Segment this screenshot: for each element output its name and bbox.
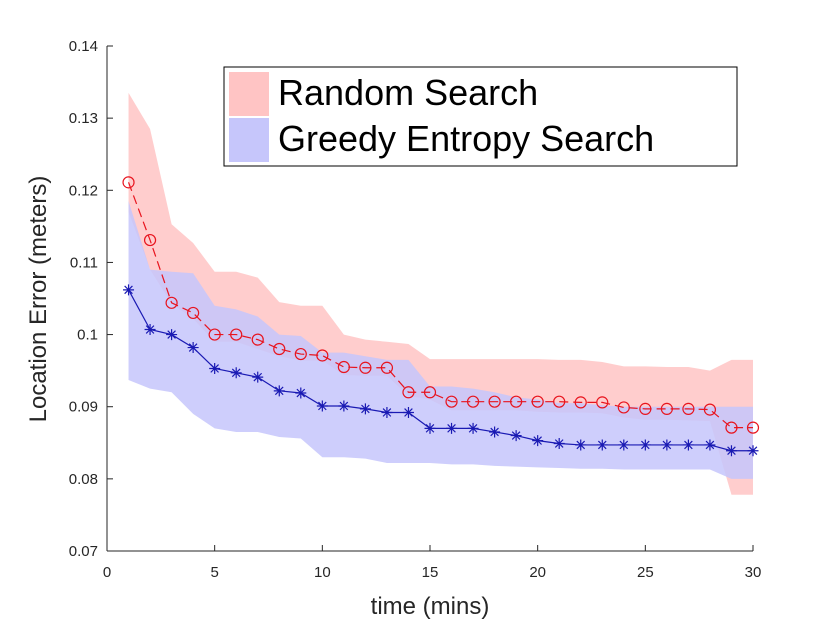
marker-greedy-entropy-search <box>273 385 285 397</box>
legend-swatch-random-search <box>229 72 269 116</box>
marker-greedy-entropy-search <box>575 439 587 451</box>
series-markers <box>122 176 760 457</box>
legend: Random Search Greedy Entropy Search <box>223 66 738 167</box>
marker-random-search <box>553 395 566 408</box>
marker-random-search <box>208 328 221 341</box>
y-tick-label: 0.13 <box>69 110 98 127</box>
marker-greedy-entropy-search <box>144 324 156 336</box>
y-axis-label: Location Error (meters) <box>25 176 52 423</box>
x-tick-label: 5 <box>210 564 218 581</box>
marker-random-search <box>596 396 609 409</box>
marker-random-search <box>165 296 178 309</box>
legend-label-random-search: Random Search <box>278 72 538 113</box>
marker-random-search <box>359 361 372 374</box>
marker-greedy-entropy-search <box>553 438 565 450</box>
x-tick-label: 10 <box>314 564 331 581</box>
marker-greedy-entropy-search <box>532 435 544 447</box>
marker-random-search <box>682 402 695 415</box>
marker-greedy-entropy-search <box>166 329 178 341</box>
y-tick-label: 0.09 <box>69 399 98 416</box>
marker-greedy-entropy-search <box>725 445 737 457</box>
legend-label-greedy-entropy-search: Greedy Entropy Search <box>278 118 654 159</box>
marker-greedy-entropy-search <box>682 439 694 451</box>
marker-random-search <box>703 403 717 416</box>
marker-random-search <box>423 386 437 399</box>
marker-random-search <box>660 402 673 415</box>
y-tick-label: 0.07 <box>69 543 98 560</box>
marker-random-search <box>380 361 394 374</box>
marker-greedy-entropy-search <box>704 439 716 451</box>
marker-random-search <box>617 401 630 414</box>
line-random-search <box>127 182 753 429</box>
marker-random-search <box>402 386 415 399</box>
marker-random-search <box>466 395 480 408</box>
marker-random-search <box>251 333 264 346</box>
marker-random-search <box>294 347 307 361</box>
y-tick-label: 0.11 <box>70 254 98 271</box>
x-axis-label: time (mins) <box>371 593 490 620</box>
marker-greedy-entropy-search <box>446 422 458 434</box>
marker-random-search <box>725 421 738 434</box>
marker-random-search <box>143 233 157 247</box>
y-tick-label: 0.12 <box>69 182 98 199</box>
marker-random-search <box>746 421 760 434</box>
band-greedy-entropy-search <box>128 201 754 479</box>
x-tick-label: 0 <box>103 564 111 581</box>
marker-random-search <box>574 396 587 409</box>
marker-greedy-entropy-search <box>359 403 371 415</box>
band-random-search <box>128 92 754 495</box>
marker-greedy-entropy-search <box>424 422 436 434</box>
marker-greedy-entropy-search <box>230 367 242 379</box>
y-tick-label: 0.08 <box>69 471 98 488</box>
marker-greedy-entropy-search <box>510 430 522 442</box>
marker-random-search <box>122 176 135 189</box>
marker-random-search <box>316 349 329 362</box>
marker-greedy-entropy-search <box>402 406 414 418</box>
confidence-bands <box>128 92 754 495</box>
marker-greedy-entropy-search <box>187 342 199 354</box>
marker-greedy-entropy-search <box>618 439 630 451</box>
axes: 0 5 10 15 20 25 30 0.07 0.08 0.09 0.1 0.11 0.12 0.13 0… <box>69 38 762 581</box>
marker-greedy-entropy-search <box>295 387 307 399</box>
marker-greedy-entropy-search <box>316 400 328 412</box>
x-tick-label: 25 <box>637 564 654 581</box>
legend-swatch-greedy-entropy-search <box>229 118 269 162</box>
marker-random-search <box>187 306 200 320</box>
marker-greedy-entropy-search <box>639 439 651 451</box>
marker-random-search <box>273 342 286 356</box>
marker-random-search <box>230 328 243 341</box>
marker-greedy-entropy-search <box>209 362 221 374</box>
marker-greedy-entropy-search <box>252 371 264 383</box>
y-tick-label: 0.1 <box>77 327 98 344</box>
marker-greedy-entropy-search <box>338 400 350 412</box>
marker-random-search <box>531 395 544 408</box>
marker-greedy-entropy-search <box>123 284 135 296</box>
marker-random-search <box>510 395 523 408</box>
marker-random-search <box>639 402 652 415</box>
marker-greedy-entropy-search <box>489 426 501 438</box>
marker-random-search <box>488 395 501 408</box>
legend-box <box>223 66 738 167</box>
marker-greedy-entropy-search <box>467 422 479 434</box>
x-tick-label: 15 <box>422 564 439 581</box>
x-tick-label: 30 <box>745 564 762 581</box>
x-tick-label: 20 <box>529 564 546 581</box>
marker-greedy-entropy-search <box>747 445 759 457</box>
marker-random-search <box>337 360 350 374</box>
marker-greedy-entropy-search <box>661 439 673 451</box>
y-tick-label: 0.14 <box>69 38 98 55</box>
marker-greedy-entropy-search <box>381 406 393 418</box>
marker-greedy-entropy-search <box>596 439 608 451</box>
marker-random-search <box>445 395 458 408</box>
